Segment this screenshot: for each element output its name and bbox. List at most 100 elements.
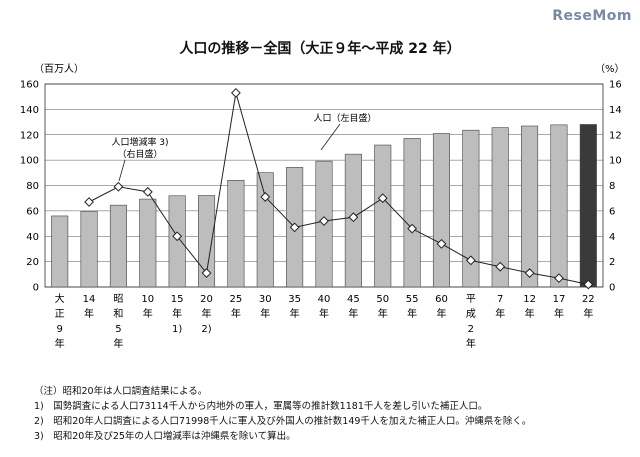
x-tick-label: 2) — [201, 324, 211, 335]
x-tick-label: 10 — [141, 294, 154, 305]
population-bar — [227, 179, 245, 288]
rate-annotation-leader — [118, 159, 126, 182]
growth-rate-point — [319, 216, 329, 226]
growth-rate-point — [230, 87, 241, 98]
x-tick-label: 大 — [55, 292, 65, 305]
x-tick-label: 年 — [348, 307, 358, 320]
right-tick-label: 4 — [609, 232, 615, 243]
growth-rate-point — [407, 223, 418, 234]
x-tick-label: 年 — [290, 307, 300, 320]
right-axis-unit: （%） — [595, 63, 625, 75]
x-tick-label: 平 — [466, 294, 476, 305]
left-tick-label: 40 — [26, 232, 39, 243]
x-tick-label: 年 — [436, 307, 446, 320]
growth-rate-point — [436, 238, 447, 249]
left-axis-unit: （百万人） — [34, 63, 84, 75]
x-tick-label: 25 — [230, 294, 243, 305]
x-tick-label: 年 — [231, 307, 241, 320]
x-tick-label: 和 — [113, 308, 123, 320]
rate-annotation: （右目盛） — [117, 148, 162, 160]
left-tick-label: 0 — [33, 283, 39, 294]
x-tick-label: 1) — [172, 324, 182, 335]
right-tick-label: 0 — [609, 283, 615, 294]
x-tick-label: 正 — [55, 309, 65, 320]
left-tick-label: 100 — [20, 156, 39, 167]
population-bar — [80, 210, 98, 288]
growth-rate-point — [465, 255, 476, 266]
x-tick-label: 60 — [435, 294, 448, 305]
left-tick-label: 140 — [20, 105, 39, 116]
growth-rate-point — [172, 231, 183, 242]
x-tick-label: 年 — [378, 307, 388, 320]
right-tick-label: 2 — [609, 257, 615, 268]
x-tick-label: 40 — [318, 294, 331, 305]
growth-rate-point — [583, 279, 594, 290]
x-tick-label: 35 — [288, 294, 301, 305]
x-tick-label: 30 — [259, 294, 272, 305]
left-tick-label: 120 — [20, 130, 39, 141]
population-bar — [51, 215, 69, 288]
right-tick-label: 6 — [609, 206, 615, 217]
x-tick-label: 年 — [260, 307, 270, 320]
left-tick-label: 60 — [26, 206, 39, 217]
right-tick-label: 12 — [609, 130, 622, 141]
x-tick-label: 年 — [495, 307, 505, 320]
growth-rate-point — [377, 193, 388, 204]
x-tick-label: 年 — [55, 337, 65, 350]
x-tick-label: 年 — [583, 307, 593, 320]
right-tick-label: 8 — [609, 181, 615, 192]
population-annotation: 人口（左目盛） — [313, 112, 376, 124]
right-tick-label: 16 — [609, 80, 622, 91]
right-tick-label: 14 — [609, 105, 622, 116]
rate-annotation: 人口増減率 3) — [111, 136, 168, 148]
x-tick-label: 年 — [143, 307, 153, 320]
x-tick-label: 20 — [200, 294, 213, 305]
population-bar — [432, 133, 450, 288]
population-bar — [491, 127, 509, 288]
x-tick-label: 年 — [84, 307, 94, 320]
x-tick-label: 年 — [407, 307, 417, 320]
growth-rate-point — [201, 268, 212, 278]
x-tick-label: 12 — [523, 294, 536, 305]
population-bar — [109, 204, 127, 288]
growth-rate-point — [142, 186, 153, 197]
x-tick-label: 50 — [376, 294, 389, 305]
footnote: （注）昭和20年は人口調査結果による。 — [34, 386, 208, 397]
right-tick-label: 10 — [609, 156, 622, 167]
growth-rate-point — [348, 212, 359, 223]
population-annotation-leader — [320, 123, 341, 151]
x-tick-label: 17 — [553, 294, 566, 305]
x-tick-label: 年 — [172, 307, 182, 320]
growth-rate-point — [84, 197, 94, 207]
population-chart: 0 20 40 60 80 100 120 140 160 0 2 4 6 8 10 12 14 16 （百万人） （… — [20, 63, 625, 350]
growth-rate-line — [88, 92, 589, 285]
population-bar — [403, 138, 421, 288]
population-bar — [256, 172, 274, 288]
population-bar — [168, 195, 186, 288]
x-tick-label: 9 — [56, 324, 62, 335]
x-tick-label: 55 — [406, 294, 419, 305]
growth-rate-point — [289, 222, 300, 233]
chart-title: 人口の推移－全国（大正９年～平成 22 年） — [179, 41, 461, 57]
left-tick-label: 20 — [26, 257, 39, 268]
x-tick-label: 成 — [466, 308, 476, 320]
x-tick-label: 昭 — [113, 293, 123, 305]
footnote: 2) 昭和20年人口調査による人口71998千人に軍人及び外国人の推計数149千… — [34, 416, 532, 427]
x-tick-label: 15 — [171, 294, 184, 305]
x-tick-label: 年 — [466, 337, 476, 350]
population-bar — [550, 124, 568, 288]
growth-rate-point — [495, 261, 506, 272]
x-tick-label: 22 — [582, 294, 595, 305]
population-bar — [198, 195, 216, 288]
growth-rate-point — [113, 181, 124, 192]
population-bar — [139, 198, 157, 288]
growth-rate-point — [524, 268, 535, 278]
left-tick-label: 80 — [26, 181, 39, 192]
population-bar — [521, 125, 539, 288]
x-tick-label: 年 — [319, 307, 329, 320]
x-tick-label: 年 — [113, 337, 123, 350]
site-watermark: ReseMom — [552, 8, 632, 24]
x-tick-label: 年 — [554, 307, 564, 320]
footnote: 3) 昭和20年及び25年の人口増減率は沖縄県を除いて算出。 — [34, 431, 296, 442]
x-tick-label: 14 — [83, 294, 96, 305]
